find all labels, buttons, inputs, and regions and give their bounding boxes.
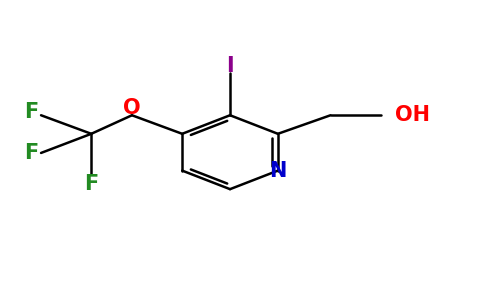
Text: F: F (24, 143, 39, 163)
Text: N: N (269, 160, 287, 181)
Text: OH: OH (395, 105, 430, 125)
Text: F: F (24, 102, 39, 122)
Text: I: I (226, 56, 234, 76)
Text: O: O (123, 98, 141, 118)
Text: F: F (84, 174, 98, 194)
